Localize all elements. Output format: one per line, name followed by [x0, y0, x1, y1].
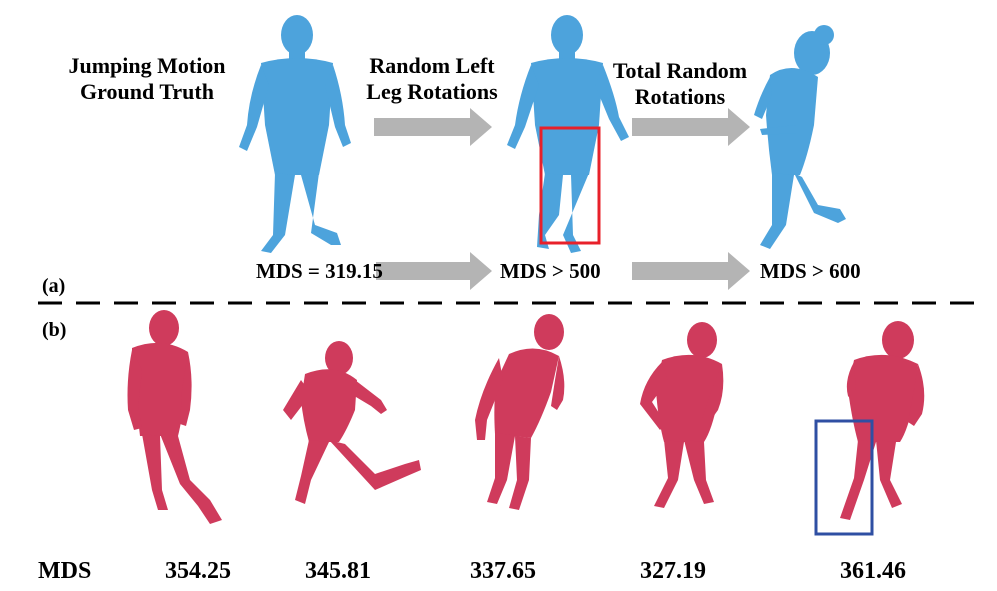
figure-b-4: [640, 322, 724, 508]
figure-b-5: [814, 321, 925, 536]
title-left-leg: Random Left Leg Rotations: [366, 53, 498, 104]
figure-ground-truth: [239, 15, 351, 253]
figure-b-2: [283, 341, 421, 504]
arrow-bottom-2: [632, 252, 750, 290]
title-ground-truth: Jumping Motion Ground Truth: [68, 53, 226, 104]
b5-highlight-box: [814, 419, 874, 536]
arrow-bottom-1: [376, 252, 492, 290]
mds-left-leg: MDS > 500: [500, 259, 601, 283]
mds-value-1: 354.25: [165, 558, 231, 584]
panel-b-tag: (b): [42, 319, 67, 341]
figure-total-random: [754, 25, 846, 249]
mds-value-5: 361.46: [840, 558, 906, 584]
mds-total: MDS > 600: [760, 259, 861, 283]
mds-row-label: MDS: [38, 558, 92, 584]
title-total-random: Total Random Rotations: [612, 58, 748, 109]
mds-value-2: 345.81: [305, 558, 371, 584]
figure-b-1: [127, 310, 222, 524]
arrow-top-1: [374, 108, 492, 146]
mds-ground-truth: MDS = 319.15: [256, 259, 383, 283]
panel-a-tag: (a): [42, 275, 66, 297]
figure-b-3: [475, 314, 565, 510]
arrow-top-2: [632, 108, 750, 146]
left-leg-highlight-box: [539, 126, 601, 245]
mds-value-4: 327.19: [640, 558, 706, 584]
figure-left-leg: [507, 15, 629, 253]
mds-value-3: 337.65: [470, 558, 536, 584]
